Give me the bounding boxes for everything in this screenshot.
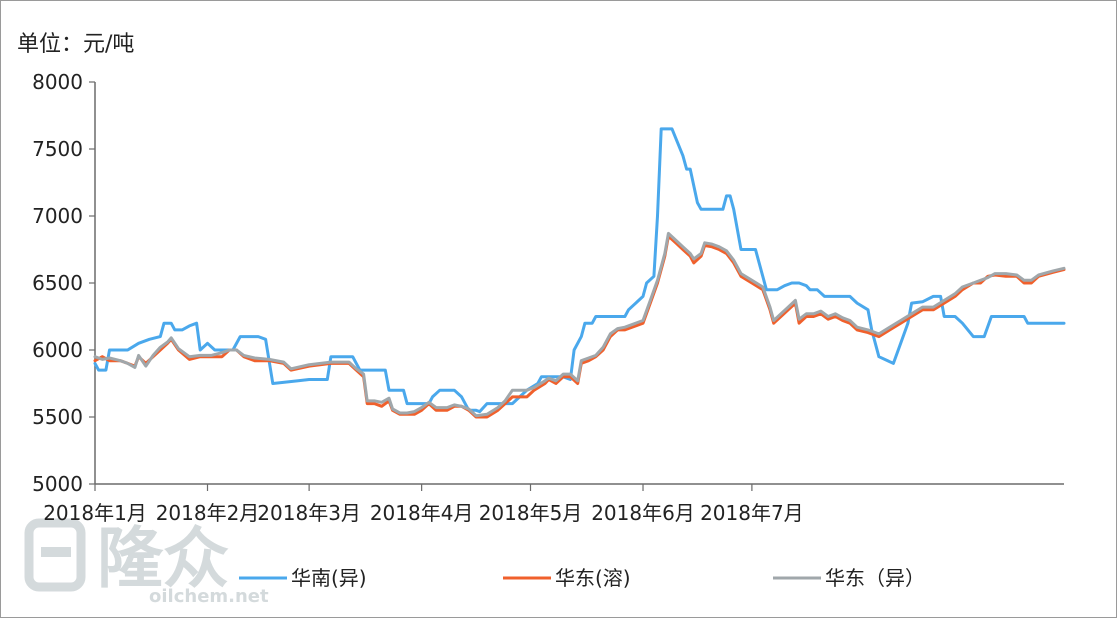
x-tick-label: 2018年4月: [370, 501, 474, 525]
x-tick-label: 2018年6月: [591, 501, 695, 525]
series-line-3: [93, 231, 1066, 418]
legend-label: 华东（异）: [825, 566, 925, 590]
watermark-url: oilchem.net: [149, 586, 269, 607]
series-lines: [93, 127, 1066, 419]
y-axis-ticks: 5000 5500 6000 6500 7000 7500 8000: [32, 70, 95, 496]
series-line-2: [93, 234, 1066, 419]
y-tick-label: 7500: [32, 137, 83, 161]
x-tick-label: 2018年2月: [156, 501, 260, 525]
series-line-1: [93, 127, 1066, 414]
y-tick-label: 6000: [32, 338, 83, 362]
watermark-logo-text: 隆众: [97, 520, 229, 597]
x-tick-label: 2018年5月: [479, 501, 583, 525]
y-tick-label: 5500: [32, 405, 83, 429]
y-tick-label: 8000: [32, 70, 83, 94]
x-tick-label: 2018年7月: [700, 501, 804, 525]
legend: 华南(异) 华东(溶) 华东（异）: [239, 566, 925, 590]
axes: [94, 82, 1064, 485]
legend-label: 华南(异): [291, 566, 367, 590]
unit-label: 单位：元/吨: [17, 32, 134, 57]
y-tick-label: 7000: [32, 204, 83, 228]
watermark: 隆众 oilchem.net: [24, 518, 269, 607]
x-tick-label: 2018年3月: [257, 501, 361, 525]
legend-label: 华东(溶): [555, 566, 631, 590]
y-tick-label: 6500: [32, 271, 83, 295]
watermark-logo-mark: [24, 518, 86, 592]
x-tick-label: 2018年1月: [43, 501, 147, 525]
y-tick-label: 5000: [32, 472, 83, 496]
